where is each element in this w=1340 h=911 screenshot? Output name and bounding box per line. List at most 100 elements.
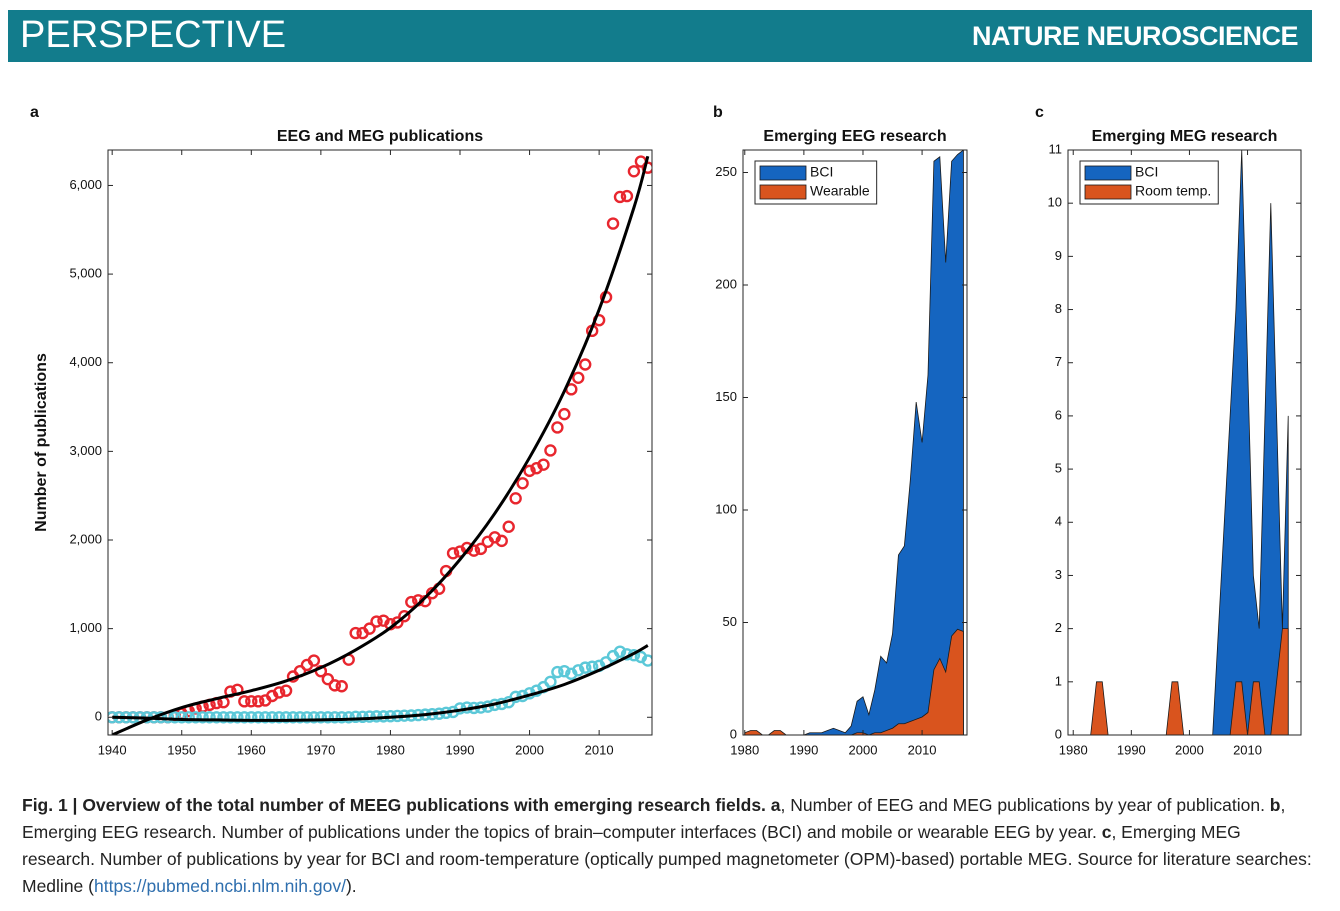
y-tick-label: 6 [1055, 407, 1062, 422]
data-point [502, 520, 515, 533]
y-tick-label: 50 [723, 614, 737, 629]
data-point [328, 679, 341, 692]
data-point [446, 547, 460, 560]
y-tick-label: 3,000 [69, 443, 102, 458]
x-tick-label: 2010 [585, 742, 614, 757]
data-point [558, 407, 571, 421]
data-point [405, 595, 418, 609]
fit-line [111, 155, 650, 735]
data-point [537, 458, 550, 471]
data-point [286, 711, 300, 724]
y-tick-label: 250 [715, 164, 737, 179]
y-tick-label: 5,000 [69, 266, 102, 281]
x-tick-label: 1990 [789, 742, 818, 757]
x-tick-label: 2000 [849, 742, 878, 757]
legend-swatch [1084, 165, 1132, 181]
y-tick-label: 10 [1048, 195, 1062, 210]
data-point [495, 534, 508, 548]
data-point [627, 165, 641, 178]
data-point [579, 661, 592, 674]
panel-label: a [30, 104, 39, 121]
x-tick-label: 1970 [306, 742, 335, 757]
data-point [398, 610, 411, 623]
legend-swatch [759, 165, 807, 181]
x-tick-label: 1980 [376, 742, 405, 757]
x-tick-label: 1940 [98, 742, 127, 757]
data-point [335, 711, 348, 724]
legend-swatch [759, 184, 807, 200]
data-point [579, 358, 592, 371]
data-point [203, 711, 216, 724]
caption-link[interactable]: https://pubmed.ncbi.nlm.nih.gov/ [93, 876, 346, 896]
y-tick-label: 3 [1055, 567, 1062, 582]
data-point [307, 654, 321, 667]
header-bar [8, 10, 1312, 62]
data-point [238, 695, 251, 708]
legend-label: BCI [810, 164, 833, 180]
data-point [321, 711, 335, 724]
area [1073, 628, 1289, 735]
data-point [168, 711, 181, 724]
chart-title: Emerging EEG research [763, 128, 946, 145]
legend-label: Room temp. [1135, 183, 1211, 199]
data-point [265, 711, 279, 724]
y-tick-label: 8 [1055, 301, 1062, 316]
data-point [321, 672, 335, 686]
y-tick-label: 4 [1055, 514, 1062, 529]
figure: PERSPECTIVE NATURE NEUROSCIENCE a EEG and… [8, 10, 1312, 757]
data-point [238, 711, 251, 724]
data-point [613, 190, 627, 204]
data-point [272, 711, 286, 724]
y-tick-label: 100 [715, 501, 737, 516]
y-tick-label: 200 [715, 276, 737, 291]
data-point [474, 542, 488, 556]
x-tick-label: 2010 [908, 742, 937, 757]
data-point [293, 711, 307, 724]
x-tick-label: 1950 [167, 742, 196, 757]
data-point [314, 711, 328, 724]
y-tick-label: 0 [95, 709, 102, 724]
data-point [572, 371, 585, 384]
x-tick-label: 2000 [1175, 742, 1204, 757]
y-tick-label: 0 [730, 726, 737, 741]
legend: BCI Wearable [754, 160, 878, 205]
data-point [544, 675, 557, 689]
data-point [558, 664, 571, 678]
data-point [307, 711, 321, 724]
data-point [217, 711, 230, 724]
data-point [370, 615, 383, 628]
panel-label: c [1035, 104, 1044, 121]
data-point [606, 217, 620, 230]
legend: BCI Room temp. [1079, 160, 1219, 205]
data-point [551, 665, 564, 679]
axes-box [742, 149, 968, 736]
data-point [231, 711, 244, 724]
data-point [509, 492, 522, 505]
y-tick-label: 5 [1055, 461, 1062, 476]
data-point [641, 161, 652, 174]
y-tick-label: 7 [1055, 354, 1062, 369]
data-point [259, 711, 272, 724]
data-point [516, 477, 529, 490]
y-tick-label: 4,000 [69, 354, 102, 369]
data-point [356, 710, 369, 724]
chart-title: EEG and MEG publications [277, 128, 483, 145]
caption-normal: , Number of EEG and MEG publications by … [780, 795, 1270, 815]
data-point [572, 664, 585, 677]
caption-bold: c [1101, 822, 1112, 842]
caption-normal: , Emerging MEG research. Number of publi… [22, 822, 1312, 896]
area [744, 628, 964, 735]
data-point [272, 686, 286, 699]
data-point [544, 444, 557, 457]
y-tick-label: 150 [715, 389, 737, 404]
x-tick-label: 1990 [1117, 742, 1146, 757]
caption-bold: b [1269, 795, 1281, 815]
x-tick-label: 2010 [1233, 742, 1262, 757]
x-tick-label: 2000 [515, 742, 544, 757]
legend-label: Wearable [810, 183, 870, 199]
data-point [641, 654, 652, 667]
caption: Fig. 1 | Overview of the total number of… [22, 792, 1318, 900]
x-tick-label: 1980 [730, 742, 759, 757]
x-tick-label: 1980 [1059, 742, 1088, 757]
